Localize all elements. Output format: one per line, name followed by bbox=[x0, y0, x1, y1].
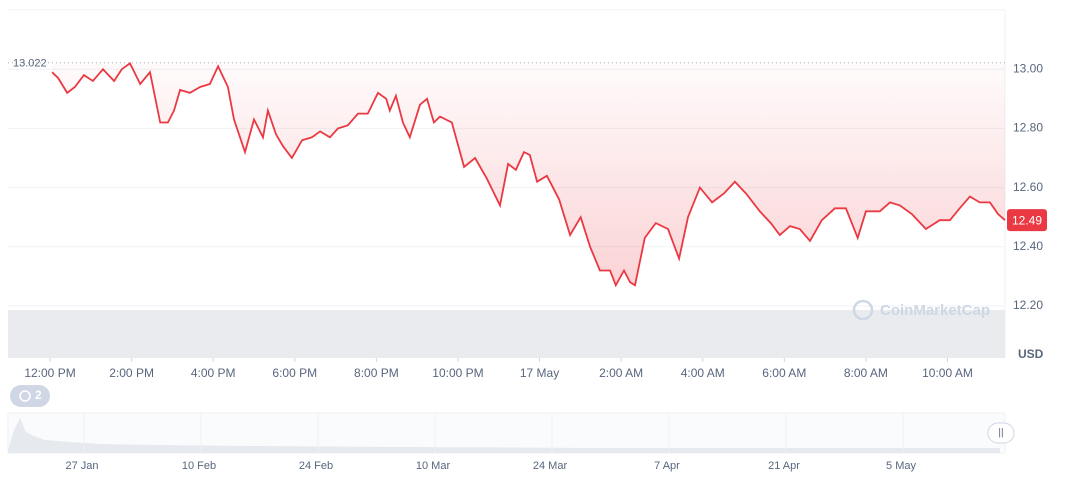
x-tick-label: 10:00 AM bbox=[922, 366, 973, 380]
handle-grip: || bbox=[998, 428, 1003, 439]
reference-label: 13.022 bbox=[13, 58, 47, 70]
y-tick-label: 13.00 bbox=[1013, 61, 1043, 75]
x-tick-label: 6:00 AM bbox=[762, 366, 806, 380]
y-tick-label: 12.20 bbox=[1013, 298, 1043, 312]
badge-count: 2 bbox=[35, 388, 42, 402]
y-tick-label: 12.40 bbox=[1013, 239, 1043, 253]
y-tick-label: 12.80 bbox=[1013, 121, 1043, 135]
x-tick-label: 2:00 PM bbox=[109, 366, 154, 380]
x-tick-label: 12:00 PM bbox=[24, 366, 75, 380]
x-tick-label: 8:00 PM bbox=[354, 366, 399, 380]
area bbox=[52, 62, 1006, 286]
watermark: CoinMarketCap bbox=[880, 302, 990, 319]
unit-label: USD bbox=[1018, 347, 1044, 361]
last-price-label: 12.49 bbox=[1012, 213, 1042, 227]
plot: 12.20 12.40 12.60 12.80 13.00 12:00 PM 2:00 PM… bbox=[8, 58, 1047, 380]
x-tick-label: 8:00 AM bbox=[844, 366, 888, 380]
last-price-tag bbox=[1007, 209, 1047, 232]
navigator-label: 24 Feb bbox=[299, 460, 333, 472]
navigator-label: 10 Mar bbox=[416, 460, 451, 472]
navigator-label: 24 Mar bbox=[533, 460, 568, 472]
navigator-label: 21 Apr bbox=[768, 460, 800, 472]
watermark-logo bbox=[852, 299, 874, 321]
navigator-label: 10 Feb bbox=[182, 460, 216, 472]
volume-area bbox=[8, 310, 1005, 358]
x-tick-label: 4:00 PM bbox=[191, 366, 236, 380]
x-tick-label: 2:00 AM bbox=[599, 366, 643, 380]
price-line bbox=[51, 61, 1006, 288]
navigator-label: 27 Jan bbox=[65, 460, 98, 472]
x-tick-label: 6:00 PM bbox=[272, 366, 317, 380]
navigator-handle[interactable] bbox=[987, 422, 1015, 444]
navigator-label: 5 May bbox=[886, 460, 916, 472]
y-tick-label: 12.60 bbox=[1013, 180, 1043, 194]
navigator-label: 7 Apr bbox=[654, 460, 680, 472]
x-tick-label: 4:00 AM bbox=[681, 366, 725, 380]
x-tick-label: 17 May bbox=[520, 366, 559, 380]
history-icon bbox=[19, 390, 31, 402]
navigator-area bbox=[8, 418, 1000, 453]
navigator-labels: 27 Jan 10 Feb 24 Feb 10 Mar 24 Mar 7 Apr 21 Ap… bbox=[65, 413, 916, 472]
x-tick-label: 10:00 PM bbox=[432, 366, 483, 380]
